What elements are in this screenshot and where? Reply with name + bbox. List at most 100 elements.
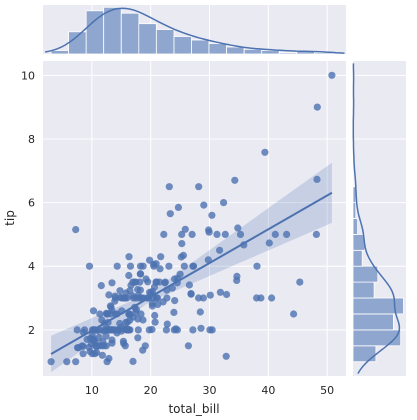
scatter-point: [165, 262, 173, 270]
scatter-point: [125, 271, 133, 280]
y-tick-label: 2: [28, 324, 35, 337]
y-tick-label: 4: [28, 260, 35, 273]
scatter-point: [181, 225, 189, 233]
scatter-point: [102, 342, 110, 350]
scatter-point: [125, 253, 133, 261]
top-histogram-bar: [261, 50, 280, 55]
scatter-point: [216, 288, 224, 296]
scatter-point: [89, 307, 98, 315]
scatter-point: [126, 326, 134, 334]
scatter-point: [265, 239, 273, 247]
scatter-point: [129, 313, 137, 321]
scatter-point: [208, 211, 216, 219]
scatter-point: [137, 310, 145, 318]
scatter-point: [97, 282, 105, 290]
scatter-point: [187, 290, 195, 298]
scatter-point: [63, 358, 71, 366]
scatter-point: [171, 297, 179, 305]
scatter-point: [151, 311, 159, 320]
scatter-points: [47, 71, 336, 366]
scatter-point: [81, 326, 89, 334]
top-histogram-bar: [85, 10, 105, 55]
top-histogram-bar: [191, 39, 210, 55]
scatter-point: [197, 324, 205, 332]
right-histogram-bar: [352, 265, 379, 283]
y-tick-label: 6: [28, 197, 35, 210]
scatter-point: [261, 148, 269, 156]
scatter-point: [170, 308, 178, 316]
top-histogram-bar: [226, 46, 245, 55]
scatter-point: [231, 176, 239, 184]
scatter-point: [271, 230, 279, 238]
scatter-point: [165, 183, 173, 191]
scatter-point: [234, 224, 242, 232]
y-tick-label: 10: [21, 69, 35, 82]
main-panel: 10 20 30 40 50 2 4 6 8 10 total_bill tip: [3, 61, 346, 416]
scatter-point: [185, 281, 193, 289]
scatter-point: [137, 270, 145, 278]
scatter-point: [108, 336, 116, 344]
scatter-point: [79, 342, 87, 350]
scatter-point: [136, 286, 144, 294]
x-axis-label: total_bill: [168, 402, 219, 416]
scatter-point: [83, 335, 91, 343]
scatter-point: [139, 262, 147, 270]
y-axis-label: tip: [3, 210, 17, 226]
scatter-point: [160, 230, 168, 238]
scatter-point: [108, 279, 116, 287]
scatter-point: [189, 262, 198, 270]
scatter-point: [79, 350, 87, 358]
scatter-point: [105, 354, 113, 363]
scatter-point: [174, 203, 182, 211]
top-marginal-kde-line: [44, 7, 345, 54]
scatter-point: [236, 230, 245, 238]
scatter-point: [184, 342, 192, 350]
scatter-point: [166, 210, 174, 218]
scatter-point: [154, 300, 162, 308]
scatter-point: [189, 326, 197, 334]
scatter-point: [96, 310, 104, 318]
scatter-point: [134, 334, 142, 342]
scatter-point: [136, 278, 144, 286]
right-histogram-bar: [352, 202, 357, 219]
top-histogram-bar: [243, 48, 263, 55]
scatter-point: [205, 228, 213, 236]
scatter-point: [139, 316, 147, 324]
scatter-point: [188, 230, 196, 238]
top-histogram-bar: [313, 52, 333, 55]
top-marginal-histogram: [50, 6, 333, 55]
scatter-point: [141, 342, 149, 350]
x-axis-ticks: 10 20 30 40 50: [85, 384, 334, 397]
scatter-point: [163, 294, 171, 302]
right-histogram-bar: [352, 281, 375, 299]
scatter-point: [132, 305, 141, 314]
scatter-point: [173, 326, 181, 334]
right-histogram-bar: [352, 249, 363, 267]
scatter-point: [312, 230, 320, 238]
scatter-point: [153, 294, 162, 302]
scatter-point: [328, 71, 336, 79]
scatter-point: [85, 262, 94, 270]
scatter-point: [195, 183, 203, 191]
x-tick-label: 50: [320, 384, 334, 397]
right-marginal: [352, 61, 406, 376]
scatter-point: [129, 357, 137, 365]
scatter-point: [213, 230, 221, 238]
top-histogram-bar: [103, 6, 122, 55]
top-histogram-bar: [208, 43, 228, 55]
scatter-point: [180, 262, 188, 270]
scatter-point: [151, 318, 159, 326]
scatter-point: [176, 270, 184, 278]
scatter-point: [113, 329, 121, 337]
scatter-point: [47, 358, 55, 366]
top-histogram-bar: [50, 50, 69, 55]
x-tick-label: 20: [144, 384, 158, 397]
scatter-point: [178, 240, 186, 248]
scatter-point: [221, 230, 229, 238]
right-histogram-bar: [352, 345, 377, 363]
scatter-point: [152, 260, 160, 268]
scatter-point: [98, 351, 106, 359]
scatter-point: [313, 103, 321, 111]
right-histogram-bar: [352, 297, 404, 315]
